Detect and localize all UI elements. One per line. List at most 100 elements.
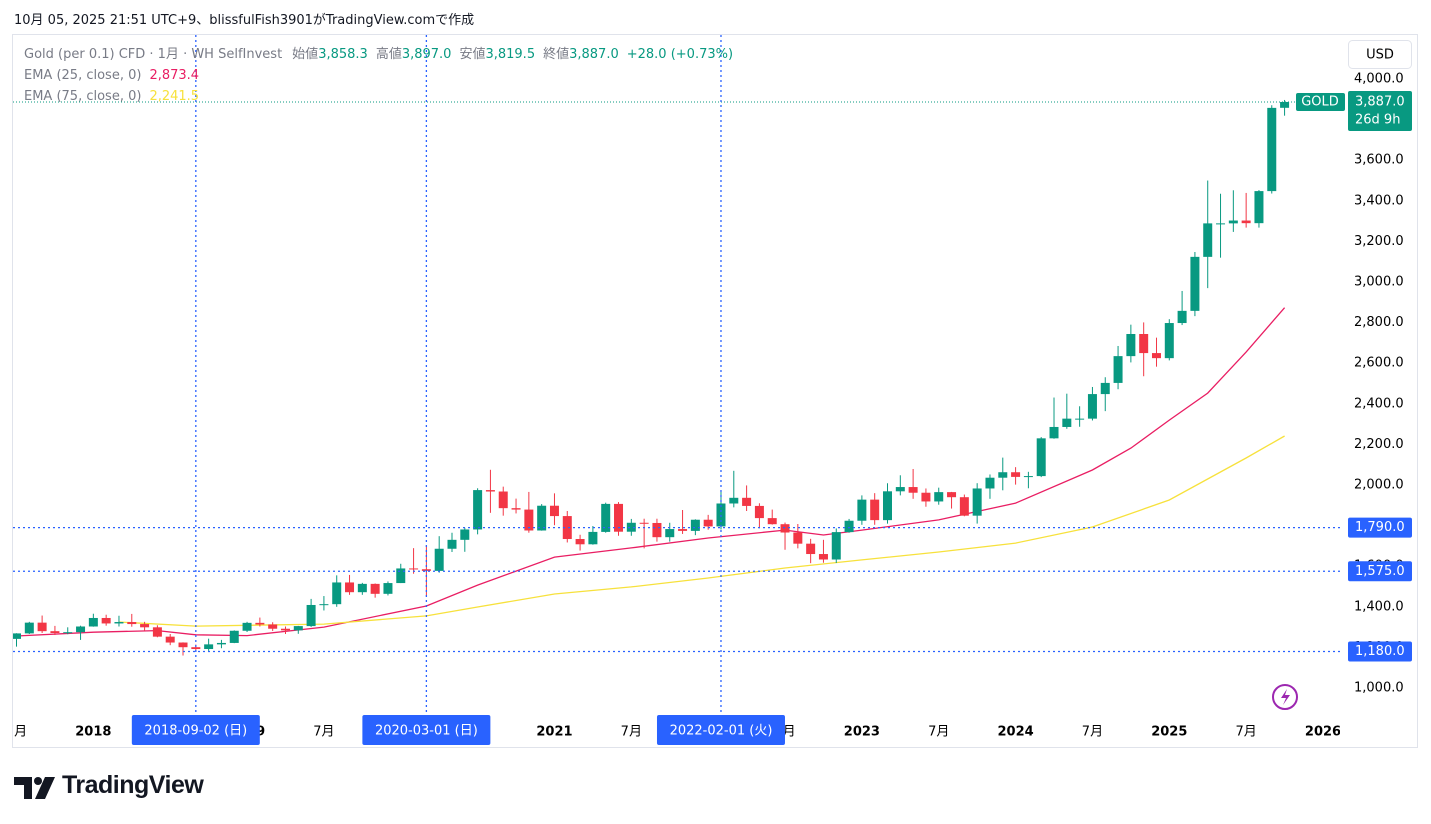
candle-body (242, 622, 252, 631)
x-tick-label: 2024 (997, 725, 1033, 740)
candle-body (524, 509, 534, 531)
brand-name: TradingView (62, 771, 204, 799)
plot-area (13, 99, 1290, 656)
candle-body (537, 505, 547, 531)
horizontal-line-label: 1,575.0 (1355, 564, 1405, 579)
x-tick-label: 7月 (1082, 725, 1103, 740)
currency-label[interactable]: USD (1366, 48, 1394, 63)
candle-body (818, 554, 828, 560)
candle-body (1023, 476, 1033, 478)
candle-body (883, 491, 892, 521)
candle-body (178, 642, 188, 648)
candle-body (972, 488, 982, 516)
ohlc-value: 3,819.5 (485, 47, 536, 62)
ohlc-value: 3,887.0 (569, 47, 619, 62)
horizontal-line-tag (1348, 641, 1412, 662)
candle-body (191, 647, 201, 650)
candle-body (767, 518, 777, 525)
candle-body (255, 622, 265, 625)
candle-body (703, 519, 713, 527)
candle-body (1280, 101, 1290, 108)
candle-body (204, 644, 214, 650)
x-tick-label: 2021 (536, 725, 572, 740)
candle-body (152, 627, 162, 637)
candle-body (690, 519, 700, 531)
x-tick-label: 7月 (928, 725, 949, 740)
candle-body (1254, 191, 1264, 224)
candle-body (293, 626, 303, 631)
vertical-line-label: 2022-02-01 (火) (670, 724, 773, 739)
x-tick-label: 2025 (1151, 725, 1187, 740)
horizontal-line-tag (1348, 561, 1412, 582)
candle-body (396, 568, 406, 584)
candle-body (50, 631, 60, 633)
ohlc-label: 始値 (292, 47, 319, 62)
candle-body (1164, 323, 1174, 359)
candle-body (921, 492, 931, 502)
x-tick-label: 2023 (844, 725, 880, 740)
candle-body (357, 583, 367, 593)
candle-body (13, 633, 21, 639)
candle-body (383, 583, 393, 594)
candle-body (498, 491, 508, 509)
candle-body (754, 505, 764, 519)
candle-body (1126, 333, 1136, 357)
alert-circle[interactable] (1272, 684, 1298, 710)
candle-body (1062, 418, 1072, 427)
candle-body (614, 503, 624, 532)
overlays: GOLD 3,887.0 26d 9h 1,790.0 1,575.0 1,180.0 20… (13, 35, 1412, 745)
candle-body (1267, 107, 1277, 192)
candle-body (934, 492, 944, 502)
ema-line (16, 307, 1286, 637)
candle-body (1100, 382, 1110, 395)
candle-body (1241, 220, 1251, 224)
ema-value: 2,241.5 (149, 89, 200, 104)
vertical-line-label: 2018-09-02 (日) (144, 724, 247, 739)
alert-bolt[interactable] (1281, 689, 1290, 705)
candle-body (485, 490, 495, 492)
logo-shape-3 (35, 777, 55, 799)
countdown-label: 26d 9h (1355, 112, 1400, 127)
candle-body (1087, 394, 1097, 419)
candle-body (1216, 223, 1226, 225)
candle-body (678, 529, 688, 531)
candle-body (76, 626, 86, 633)
ohlc-label: 高値 (375, 47, 402, 62)
legend-ema-row: EMA (75, close, 0) 2,241.5 (24, 86, 733, 107)
candle-body (985, 477, 995, 489)
y-tick-label: 3,600.0 (1354, 153, 1404, 168)
y-tick-label: 3,200.0 (1354, 234, 1404, 249)
ohlc-label: 終値 (543, 47, 570, 62)
x-tick-label: 7月 (1236, 725, 1257, 740)
candle-body (870, 499, 880, 521)
y-tick-label: 4,000.0 (1354, 72, 1404, 87)
candle-body (332, 582, 342, 605)
candle-body (1139, 333, 1149, 354)
candle-body (793, 532, 803, 544)
ohlc-value: 3,897.0 (401, 47, 452, 62)
alert-icon[interactable] (1272, 684, 1298, 710)
ema-value: 2,873.4 (149, 68, 200, 83)
brand-logo (14, 777, 55, 799)
y-tick-label: 2,000.0 (1354, 478, 1404, 493)
x-tick-label: 7月 (313, 725, 334, 740)
candle-body (626, 522, 636, 532)
candle-body (895, 487, 905, 492)
created-note: 10月 05, 2025 21:51 UTC+9、blissfulFish390… (14, 13, 475, 28)
usd-button-box[interactable] (1348, 40, 1412, 69)
x-tick-label: 7月 (6, 725, 27, 740)
candle-body (127, 622, 137, 625)
candle-body (1036, 438, 1046, 477)
candle-body (140, 624, 150, 628)
y-tick-label: 3,400.0 (1354, 193, 1404, 208)
candle-body (511, 508, 521, 510)
candle-body (844, 520, 854, 533)
last-price-label: 3,887.0 (1355, 94, 1405, 109)
usd-button[interactable]: USD (1348, 40, 1412, 69)
candle-body (639, 522, 649, 524)
candle-body (652, 522, 662, 538)
candle-body (63, 632, 73, 634)
candle-body (306, 604, 316, 627)
